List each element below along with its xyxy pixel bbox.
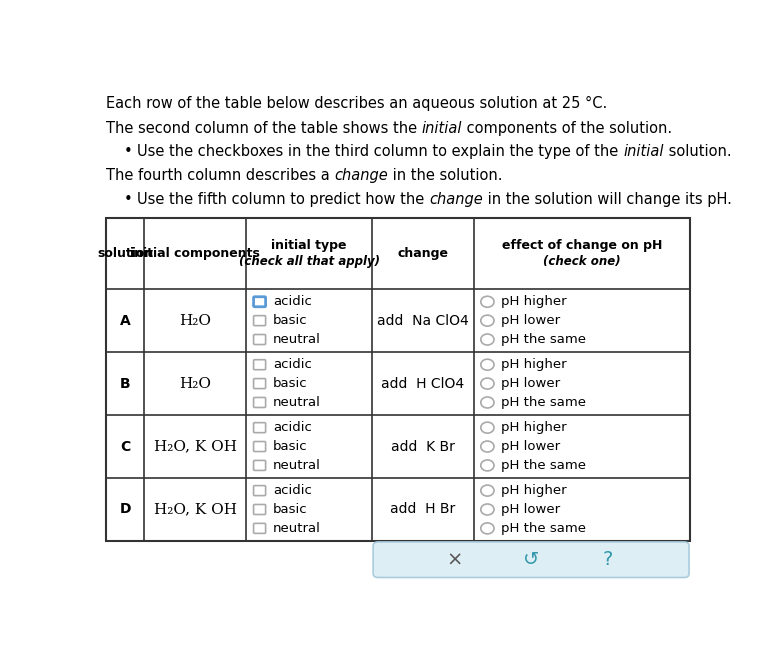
Text: pH lower: pH lower xyxy=(500,314,559,327)
Text: neutral: neutral xyxy=(273,522,321,535)
Text: ↺: ↺ xyxy=(523,551,539,569)
Text: pH lower: pH lower xyxy=(500,440,559,453)
Text: initial: initial xyxy=(422,120,462,136)
Text: neutral: neutral xyxy=(273,333,321,346)
Circle shape xyxy=(481,397,494,408)
Text: H₂O, K OH: H₂O, K OH xyxy=(154,439,237,454)
Text: in the solution will change its pH.: in the solution will change its pH. xyxy=(483,192,732,207)
Circle shape xyxy=(481,504,494,515)
Text: pH the same: pH the same xyxy=(500,459,586,472)
Circle shape xyxy=(481,296,494,307)
FancyBboxPatch shape xyxy=(253,335,266,344)
FancyBboxPatch shape xyxy=(253,316,266,326)
FancyBboxPatch shape xyxy=(253,378,266,389)
Circle shape xyxy=(481,523,494,534)
Text: effect of change on pH: effect of change on pH xyxy=(502,239,663,252)
Text: pH higher: pH higher xyxy=(500,358,566,371)
Text: ×: × xyxy=(446,551,463,569)
Text: initial components: initial components xyxy=(131,247,260,260)
Text: change: change xyxy=(398,247,448,260)
Text: basic: basic xyxy=(273,440,308,453)
Text: Each row of the table below describes an aqueous solution at 25 °C.: Each row of the table below describes an… xyxy=(106,96,608,111)
FancyBboxPatch shape xyxy=(253,504,266,515)
Text: add  Na ClO4: add Na ClO4 xyxy=(377,314,469,328)
Circle shape xyxy=(481,315,494,326)
Text: change: change xyxy=(335,168,388,183)
Text: basic: basic xyxy=(273,503,308,516)
Circle shape xyxy=(481,460,494,471)
Text: pH the same: pH the same xyxy=(500,522,586,535)
FancyBboxPatch shape xyxy=(253,486,266,495)
Circle shape xyxy=(481,485,494,496)
Circle shape xyxy=(481,359,494,370)
FancyBboxPatch shape xyxy=(253,397,266,408)
Text: pH lower: pH lower xyxy=(500,377,559,390)
Text: pH the same: pH the same xyxy=(500,396,586,409)
Text: H₂O: H₂O xyxy=(179,376,211,391)
Text: H₂O, K OH: H₂O, K OH xyxy=(154,502,237,517)
Text: The fourth column describes a: The fourth column describes a xyxy=(106,168,335,183)
Text: B: B xyxy=(120,376,131,391)
Text: solution.: solution. xyxy=(664,144,731,159)
FancyBboxPatch shape xyxy=(253,441,266,452)
FancyBboxPatch shape xyxy=(253,359,266,370)
Text: acidic: acidic xyxy=(273,421,312,434)
Text: neutral: neutral xyxy=(273,459,321,472)
Text: basic: basic xyxy=(273,314,308,327)
FancyBboxPatch shape xyxy=(253,460,266,471)
FancyBboxPatch shape xyxy=(253,523,266,534)
Text: •: • xyxy=(124,144,142,159)
Text: initial: initial xyxy=(623,144,664,159)
Text: pH the same: pH the same xyxy=(500,333,586,346)
Text: The second column of the table shows the: The second column of the table shows the xyxy=(106,120,422,136)
Text: add  H Br: add H Br xyxy=(390,502,455,517)
Text: solution: solution xyxy=(97,247,153,260)
Text: pH lower: pH lower xyxy=(500,503,559,516)
Text: A: A xyxy=(120,314,131,328)
Circle shape xyxy=(481,334,494,345)
Text: components of the solution.: components of the solution. xyxy=(462,120,673,136)
Text: (check one): (check one) xyxy=(543,255,621,268)
Text: ?: ? xyxy=(602,551,613,569)
Text: pH higher: pH higher xyxy=(500,295,566,308)
Text: Use the checkboxes in the third column to explain the type of the: Use the checkboxes in the third column t… xyxy=(138,144,623,159)
Text: •: • xyxy=(124,192,142,207)
Text: in the solution.: in the solution. xyxy=(388,168,503,183)
Text: basic: basic xyxy=(273,377,308,390)
Text: neutral: neutral xyxy=(273,396,321,409)
Text: D: D xyxy=(120,502,131,517)
Text: H₂O: H₂O xyxy=(179,314,211,328)
Text: change: change xyxy=(430,192,483,207)
Text: initial type: initial type xyxy=(271,239,347,252)
Circle shape xyxy=(481,378,494,389)
Circle shape xyxy=(481,441,494,452)
FancyBboxPatch shape xyxy=(253,297,266,307)
Text: acidic: acidic xyxy=(273,358,312,371)
Text: Use the fifth column to predict how the: Use the fifth column to predict how the xyxy=(138,192,430,207)
Text: pH higher: pH higher xyxy=(500,484,566,497)
FancyBboxPatch shape xyxy=(373,542,689,577)
Text: acidic: acidic xyxy=(273,295,312,308)
Text: (check all that apply): (check all that apply) xyxy=(239,255,380,268)
Text: add  H ClO4: add H ClO4 xyxy=(382,376,465,391)
Text: pH higher: pH higher xyxy=(500,421,566,434)
FancyBboxPatch shape xyxy=(253,422,266,433)
Text: add  K Br: add K Br xyxy=(391,439,455,454)
Text: C: C xyxy=(120,439,131,454)
Text: acidic: acidic xyxy=(273,484,312,497)
Circle shape xyxy=(481,422,494,433)
